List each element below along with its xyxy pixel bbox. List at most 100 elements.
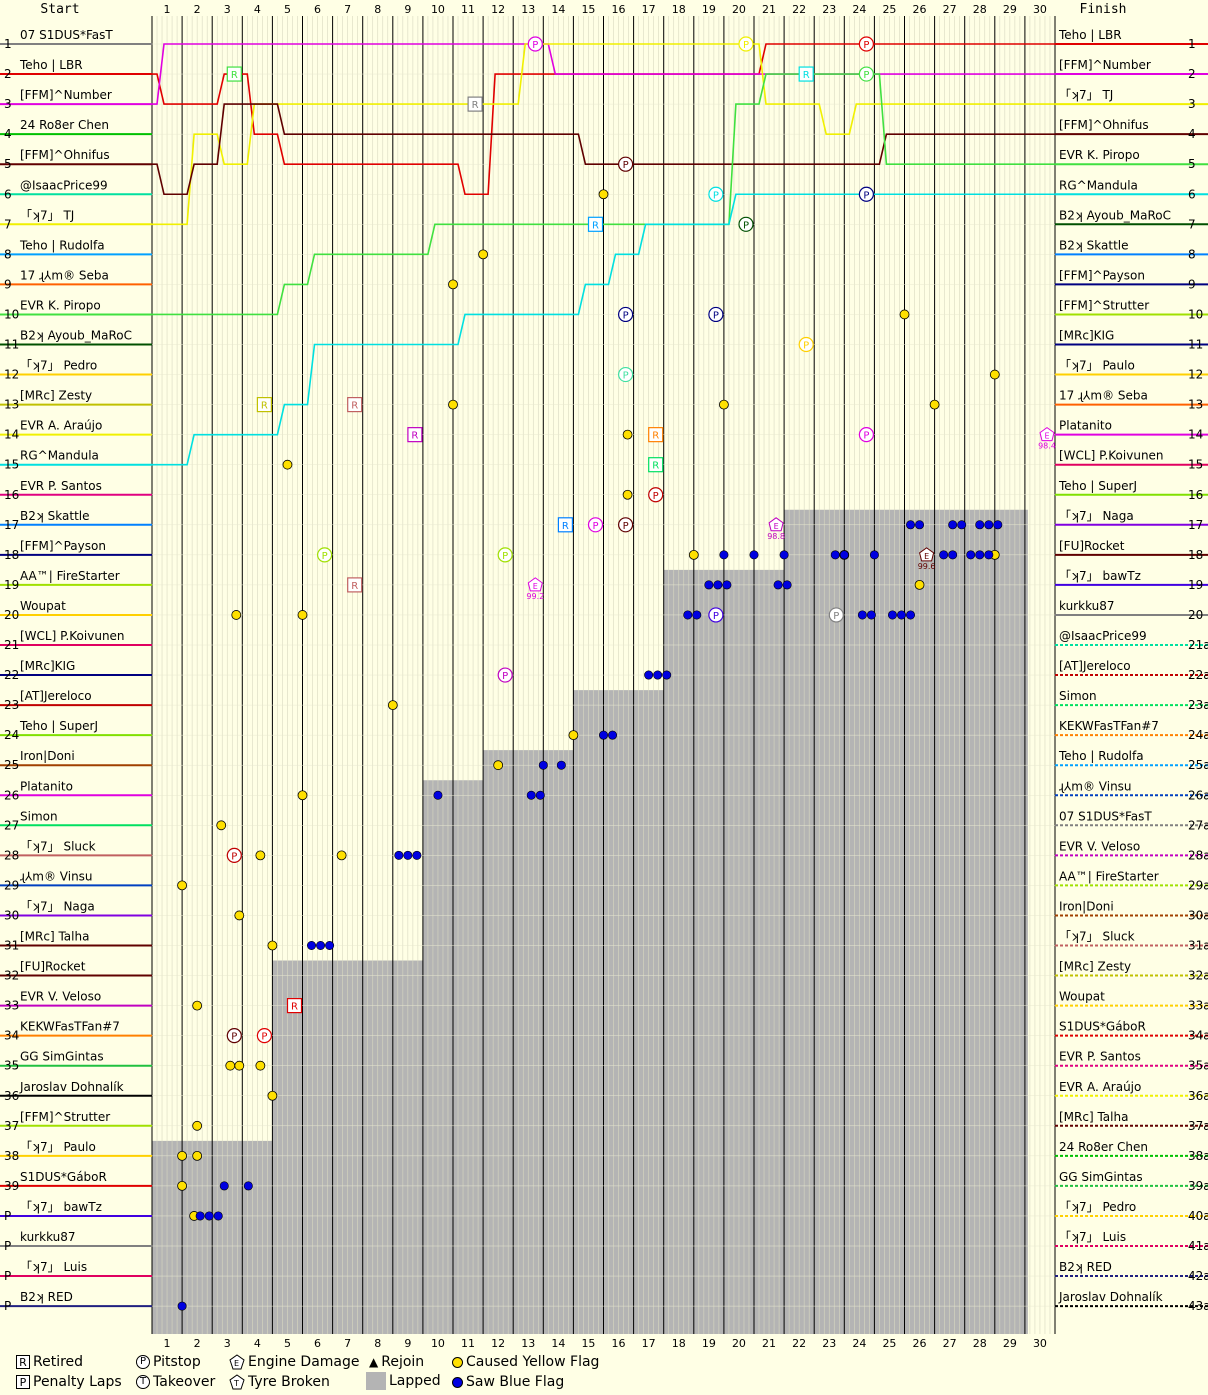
position-trace: [152, 43, 1055, 105]
marker-label: R: [472, 100, 479, 111]
pitstop-marker: [828, 607, 844, 623]
finish-driver-name: 17 ɻ⅄m® Seba: [1059, 389, 1148, 403]
start-driver-name: 17 ɻ⅄m® Seba: [20, 268, 109, 282]
pitstop-marker: [617, 366, 634, 383]
blue-flag-marker: [316, 940, 326, 950]
finish-driver-name: [WCL] P.Koivunen: [1059, 449, 1164, 463]
pitstop-marker: [226, 1028, 242, 1044]
start-driver-name: Teho | Rudolfa: [19, 238, 105, 252]
blue-flag-marker: [782, 580, 792, 590]
engine-damage-letter: E: [1044, 432, 1049, 441]
finish-driver-name: Iron|Doni: [1059, 899, 1114, 913]
blue-flag-marker: [896, 610, 906, 620]
legend-rejoin: ▲ Rejoin: [369, 1354, 424, 1370]
finish-position-number: 22a: [1188, 668, 1208, 682]
start-driver-name: [FFM]^Ohnifus: [20, 148, 110, 162]
start-position-number: 10: [4, 307, 19, 321]
blue-flag-marker: [857, 610, 867, 620]
start-driver-name: 07 S1DUS*FasT: [20, 28, 113, 42]
start-position-number: 35: [4, 1059, 19, 1073]
start-driver-name: Teho | SuperJ: [19, 719, 98, 733]
marker-label: P: [231, 851, 237, 862]
start-position-number: 30: [4, 908, 19, 922]
finish-position-number: 39a: [1188, 1179, 1208, 1193]
start-position-number: 9: [4, 277, 12, 291]
lap-number-bottom: 11: [461, 1337, 475, 1350]
yellow-flag-marker: [719, 399, 729, 410]
finish-driver-name: [MRc] Talha: [1059, 1110, 1128, 1124]
lap-number-bottom: 27: [943, 1337, 957, 1350]
marker-label: P: [863, 431, 869, 442]
yellow-flag-marker: [297, 610, 308, 620]
finish-driver-name: Jaroslav Dohnalík: [1058, 1290, 1163, 1304]
finish-position-number: 17: [1188, 518, 1203, 532]
pitstop-marker: [858, 427, 875, 443]
start-driver-name: 「ʞ7」 TJ: [20, 208, 74, 222]
start-position-number: P: [4, 1239, 11, 1253]
position-trace: [152, 193, 1055, 466]
finish-driver-name: KEKWFasTFan#7: [1059, 719, 1159, 733]
start-position-number: 39: [4, 1179, 19, 1193]
start-position-number: 4: [4, 127, 12, 141]
marker-label: P: [713, 611, 719, 622]
marker-label: P: [743, 40, 749, 51]
pitstop-marker: [858, 36, 875, 52]
finish-position-number: 2: [1188, 67, 1196, 81]
finish-position-number: 31a: [1188, 939, 1208, 953]
finish-driver-name: B2ʞ RED: [1059, 1260, 1112, 1274]
start-position-number: P: [4, 1209, 11, 1223]
yellow-flag-marker: [448, 279, 458, 290]
finish-driver-name: [FU]Rocket: [1059, 539, 1125, 553]
yellow-flag-marker: [448, 399, 458, 410]
blue-flag-marker: [713, 580, 723, 590]
start-position-number: 38: [4, 1149, 19, 1163]
start-driver-name: EVR P. Santos: [20, 479, 102, 493]
lap-number-top: 10: [431, 3, 445, 16]
finish-position-number: 9: [1188, 277, 1196, 291]
lap-number-top: 5: [284, 3, 291, 16]
finish-position-number: 32a: [1188, 969, 1208, 983]
finish-driver-name: RG^Mandula: [1059, 178, 1138, 192]
legend-blue-flag: Saw Blue Flag: [452, 1374, 564, 1390]
legend-engine-damage: E Engine Damage: [229, 1354, 360, 1370]
blue-flag-marker: [394, 850, 404, 860]
retired-marker: [347, 397, 363, 413]
start-driver-name: B2ʞ Skattle: [20, 509, 90, 523]
marker-label: P: [713, 310, 719, 321]
start-driver-name: Jaroslav Dohnalík: [19, 1080, 124, 1094]
lapped-area: [152, 509, 1028, 1334]
engine-damage-letter: E: [924, 552, 929, 561]
engine-damage-marker: [768, 517, 784, 532]
lap-number-top: 12: [491, 3, 505, 16]
yellow-flag-marker: [336, 850, 347, 861]
start-driver-name: [AT]Jereloco: [20, 689, 92, 703]
start-driver-name: B2ʞ RED: [20, 1290, 73, 1304]
start-position-number: 31: [4, 939, 19, 953]
start-position-number: 3: [4, 97, 12, 111]
finish-position-number: 41a: [1188, 1239, 1208, 1253]
finish-position-number: 26a: [1188, 788, 1208, 802]
lap-number-top: 18: [672, 3, 686, 16]
lap-number-bottom: 3: [224, 1337, 231, 1350]
start-position-number: 11: [4, 338, 19, 352]
finish-driver-name: Teho | Rudolfa: [1058, 749, 1144, 763]
retired-marker: [286, 997, 303, 1014]
lap-number-top: 25: [882, 3, 896, 16]
finish-position-number: 38a: [1188, 1149, 1208, 1163]
lap-number-bottom: 15: [581, 1337, 595, 1350]
finish-position-number: 43a: [1188, 1299, 1208, 1313]
yellow-flag-marker: [177, 1150, 188, 1161]
start-driver-name: B2ʞ Ayoub_MaRoC: [20, 329, 132, 343]
start-driver-name: EVR V. Veloso: [20, 990, 101, 1004]
start-position-number: 16: [4, 488, 19, 502]
marker-label: R: [231, 70, 238, 81]
finish-position-number: 8: [1188, 247, 1196, 261]
finish-driver-name: GG SimGintas: [1059, 1170, 1143, 1184]
pitstop-marker: [497, 667, 513, 683]
start-driver-name: [FFM]^Strutter: [20, 1110, 110, 1124]
start-driver-name: [FFM]^Payson: [20, 539, 106, 553]
retired-marker: [407, 427, 423, 443]
lap-number-top: 11: [461, 3, 475, 16]
